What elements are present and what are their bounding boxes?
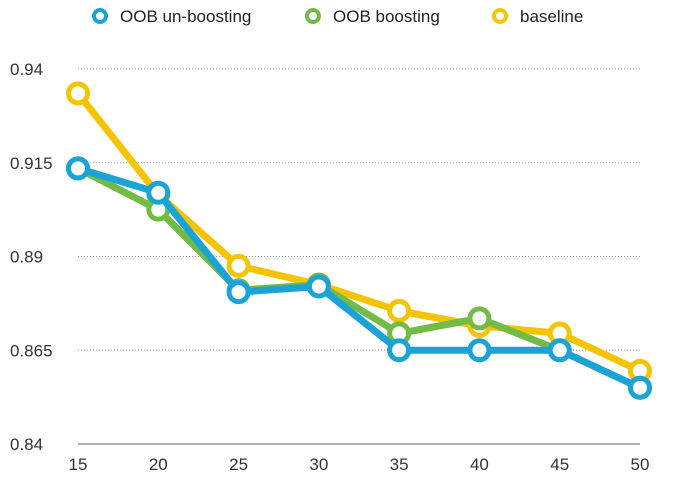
data-point: [146, 180, 171, 205]
data-point: [467, 306, 492, 331]
x-tick-label: 15: [69, 455, 88, 474]
legend-label: OOB boosting: [333, 7, 440, 26]
data-point: [547, 338, 572, 363]
series-lines: [66, 81, 652, 400]
y-tick-label: 0.94: [10, 60, 43, 79]
y-tick-label: 0.915: [10, 154, 53, 173]
x-tick-label: 45: [550, 455, 569, 474]
data-point: [628, 375, 652, 400]
y-axis-tick-labels: 0.84 0.865 0.89 0.915 0.94: [10, 60, 53, 454]
data-point: [467, 338, 492, 363]
legend-item: OOB boosting: [305, 7, 440, 26]
legend-marker-icon: [492, 8, 508, 24]
series-baseline: [66, 81, 652, 383]
legend-item: baseline: [492, 7, 583, 26]
y-tick-label: 0.84: [10, 435, 43, 454]
series-line: [74, 164, 644, 392]
series-line: [74, 164, 644, 392]
data-point: [66, 81, 90, 106]
data-point: [306, 274, 331, 299]
y-tick-label: 0.89: [10, 248, 43, 267]
series-oob-un-boosting: [66, 156, 652, 400]
x-tick-label: 40: [470, 455, 489, 474]
data-point: [226, 253, 251, 278]
x-tick-label: 50: [631, 455, 650, 474]
x-tick-label: 25: [229, 455, 248, 474]
data-point: [226, 280, 251, 305]
data-point: [66, 156, 90, 181]
y-tick-label: 0.865: [10, 341, 53, 360]
legend: OOB un-boosting OOB boosting baseline: [92, 7, 583, 26]
x-tick-label: 20: [149, 455, 168, 474]
x-tick-label: 30: [309, 455, 328, 474]
legend-label: baseline: [520, 7, 583, 26]
data-point: [387, 298, 412, 323]
x-axis-tick-labels: 15 20 25 30 35 40 45 50: [69, 455, 650, 474]
x-tick-label: 35: [390, 455, 409, 474]
legend-item: OOB un-boosting: [92, 7, 251, 26]
data-point: [387, 338, 412, 363]
legend-marker-icon: [92, 8, 108, 24]
legend-label: OOB un-boosting: [120, 7, 251, 26]
gridlines: [78, 68, 640, 445]
legend-marker-icon: [305, 8, 321, 24]
